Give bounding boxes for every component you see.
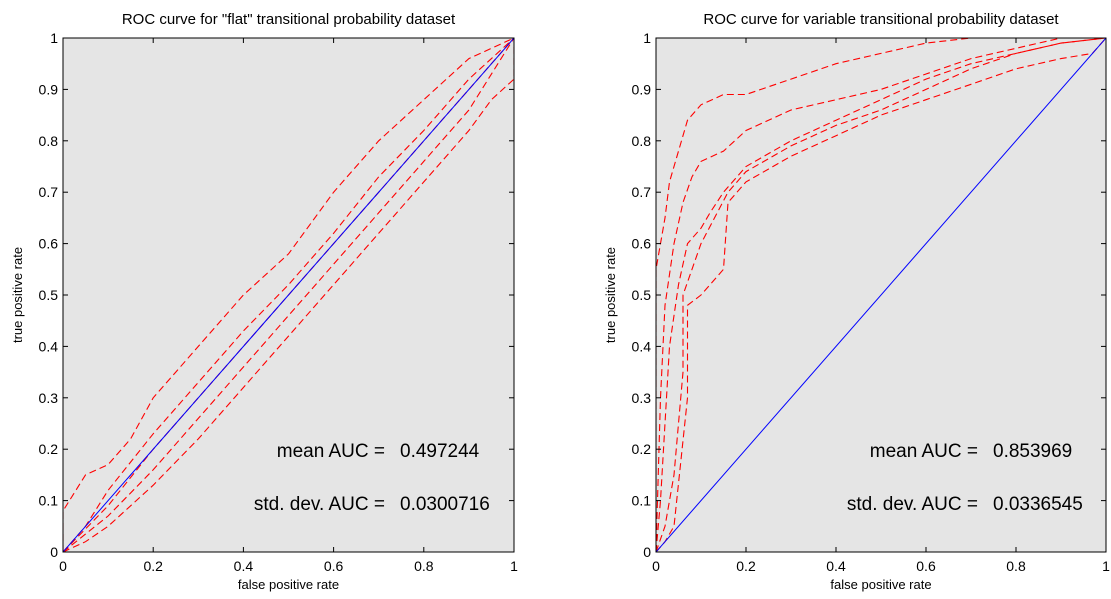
roc-panel-2: 0 0.2 0.4 0.6 0.8 1 0 0.1 0.2 0.3 0.4 0.5 0.6 0.7 0.8 0… [603,11,1110,592]
x-tick-label: 0.6 [324,558,344,574]
roc-curve-3 [656,38,1106,552]
annotation-value: 0.853969 [993,441,1072,462]
y-tick-label: 0.7 [39,184,59,200]
roc-curve-5 [63,38,514,552]
y-tick-label: 0.1 [39,493,59,509]
x-tick-label: 0.8 [1006,558,1026,574]
y-tick-label: 0.9 [39,81,59,97]
x-tick-label: 0.6 [916,558,936,574]
y-tick-label: 0 [50,544,58,560]
y-tick-label: 1 [50,30,58,46]
x-tick-label: 0.2 [143,558,163,574]
curves-group [63,38,514,552]
y-axis-label: true positive rate [10,247,25,343]
y-tick-label: 0.6 [39,236,59,252]
y-tick-label: 0.4 [39,338,59,354]
annotation-label: std. dev. AUC = [847,494,978,515]
y-axis-label: true positive rate [603,247,618,343]
y-tick-label: 1 [643,30,651,46]
x-tick-label: 0 [652,558,660,574]
annotation-label: std. dev. AUC = [254,494,385,515]
roc-curve-2 [63,38,514,552]
roc-curve-5 [656,38,1106,552]
y-tick-label: 0.2 [632,441,652,457]
chance-diagonal-line [63,38,514,552]
annotation-value: 0.0300716 [400,494,490,515]
roc-curve-1 [63,38,514,552]
annotation-label: mean AUC = [870,441,978,462]
chance-diagonal-line [656,38,1106,552]
y-tick-label: 0.5 [39,287,59,303]
y-tick-label: 0.8 [632,133,652,149]
roc-curve-4 [656,38,1106,552]
y-tick-label: 0.9 [632,81,652,97]
x-tick-label: 0.8 [414,558,434,574]
y-tick-label: 0.4 [632,338,652,354]
x-tick-label: 0.4 [234,558,254,574]
roc-curve-2 [656,38,1106,552]
x-axis-label: false positive rate [830,577,931,592]
chart-title: ROC curve for "flat" transitional probab… [122,11,456,28]
x-tick-label: 1 [510,558,518,574]
y-tick-label: 0.1 [632,493,652,509]
y-tick-label: 0.8 [39,133,59,149]
y-tick-label: 0.3 [632,390,652,406]
chart-title: ROC curve for variable transitional prob… [703,11,1059,28]
annotation-label: mean AUC = [277,441,385,462]
roc-panel-1: 0 0.2 0.4 0.6 0.8 1 0 0.1 0.2 0.3 0.4 0.5 0.6 0.7 0.8 0… [10,11,518,592]
roc-curve-4 [63,38,514,552]
x-tick-label: 0.2 [736,558,756,574]
y-tick-label: 0.6 [632,236,652,252]
y-tick-label: 0.7 [632,184,652,200]
x-tick-label: 0.4 [826,558,846,574]
annotation-value: 0.497244 [400,441,480,462]
x-tick-label: 1 [1102,558,1110,574]
curves-group [656,38,1106,552]
x-tick-label: 0 [59,558,67,574]
y-tick-label: 0.5 [632,287,652,303]
annotation-value: 0.0336545 [993,494,1083,515]
y-tick-label: 0.3 [39,390,59,406]
y-tick-label: 0.2 [39,441,59,457]
y-tick-label: 0 [643,544,651,560]
x-axis-label: false positive rate [238,577,339,592]
